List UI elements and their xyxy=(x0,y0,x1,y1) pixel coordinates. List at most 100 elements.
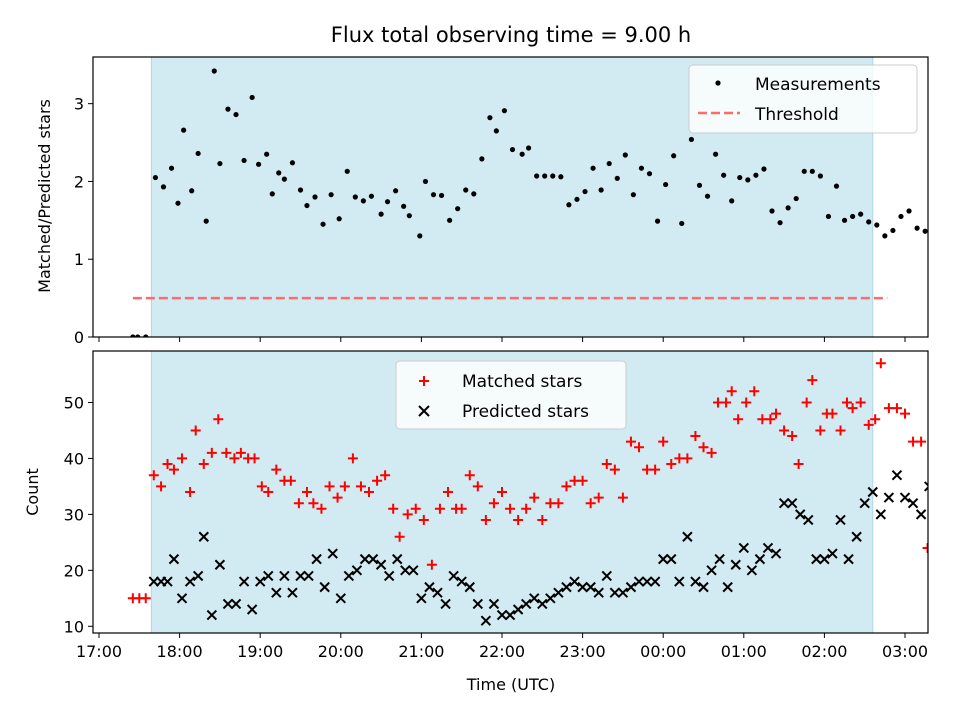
measurements-point xyxy=(841,217,848,223)
measurements-point xyxy=(438,192,445,199)
predicted-stars-point xyxy=(230,598,242,610)
measurements-point xyxy=(931,214,936,219)
matched-stars-point xyxy=(434,503,445,514)
predicted-stars-point xyxy=(625,581,637,593)
matched-stars-point xyxy=(332,492,343,503)
y-tick-label: 20 xyxy=(64,561,84,580)
measurements-point xyxy=(336,216,342,222)
measurements-point xyxy=(721,172,727,178)
y-tick-label: 3 xyxy=(74,95,84,114)
measurements-point xyxy=(793,195,799,202)
matched-stars-point xyxy=(372,475,383,486)
measurements-point xyxy=(360,198,366,204)
measurements-point xyxy=(384,199,391,205)
measurements-point xyxy=(688,136,695,143)
predicted-stars-point xyxy=(722,581,733,593)
measurements-point xyxy=(519,151,525,157)
matched-stars-point xyxy=(213,414,224,425)
matched-stars-point xyxy=(456,503,467,514)
measurements-point xyxy=(276,170,282,176)
predicted-stars-point xyxy=(657,553,669,565)
measurements-point xyxy=(646,171,653,177)
predicted-stars-point xyxy=(883,492,895,503)
matched-stars-point xyxy=(256,481,267,492)
measurements-point xyxy=(189,188,195,194)
matched-stars-point xyxy=(263,487,274,497)
predicted-stars-point xyxy=(561,581,572,593)
predicted-stars-point xyxy=(472,598,484,610)
predicted-stars-point xyxy=(351,565,363,576)
predicted-stars-point xyxy=(933,471,942,480)
predicted-stars-point xyxy=(537,598,548,610)
measurements-point xyxy=(463,187,469,193)
measurements-point xyxy=(850,213,856,220)
measurements-point xyxy=(320,221,326,227)
measurements-point xyxy=(858,211,864,217)
matched-stars-point xyxy=(140,593,151,604)
measurements-point xyxy=(663,181,669,188)
matched-stars-point xyxy=(426,559,437,570)
x-axis-label: Time (UTC) xyxy=(466,675,555,694)
predicted-stars-point xyxy=(198,531,209,542)
measurements-point xyxy=(582,188,588,195)
measurements-point xyxy=(558,174,564,180)
predicted-stars-point xyxy=(222,598,234,610)
legend: Matched stars Predicted stars xyxy=(395,360,627,430)
matched-stars-point xyxy=(835,425,846,436)
matched-stars-point xyxy=(749,386,760,397)
measurements-point xyxy=(406,213,412,219)
matched-stars-point xyxy=(900,408,910,419)
series-group xyxy=(127,358,950,626)
measurements-point xyxy=(417,233,423,239)
matched-stars-point xyxy=(394,531,405,542)
measurements-point xyxy=(233,111,239,118)
predicted-stars-point xyxy=(359,553,371,565)
predicted-stars-point xyxy=(714,553,725,565)
measurements-point xyxy=(281,176,287,182)
predicted-stars-point xyxy=(520,598,532,610)
measurements-point xyxy=(168,165,175,171)
matched-stars-point xyxy=(706,447,717,458)
matched-stars-point xyxy=(793,459,804,470)
measurements-point xyxy=(487,115,493,121)
matched-stars-point xyxy=(285,475,296,486)
measurements-point xyxy=(130,334,136,337)
matched-stars-point xyxy=(388,503,399,514)
predicted-stars-point xyxy=(762,542,774,554)
predicted-stars-point xyxy=(746,565,758,576)
predicted-stars-point xyxy=(786,497,798,509)
y-tick-label: 2 xyxy=(74,172,84,191)
measurements-point xyxy=(825,213,832,220)
matched-stars-point xyxy=(801,397,812,408)
matched-stars-point xyxy=(891,403,902,414)
matched-stars-point xyxy=(488,498,499,509)
measurements-point xyxy=(304,202,310,209)
measurements-point xyxy=(152,174,159,181)
matched-stars-point xyxy=(355,481,366,492)
measurements-point xyxy=(175,200,181,206)
predicted-stars-point xyxy=(875,509,887,520)
measurements-point xyxy=(211,68,217,74)
predicted-stars-point xyxy=(246,604,258,615)
measurements-point xyxy=(249,94,255,101)
predicted-stars-point xyxy=(303,570,314,582)
predicted-stars-point xyxy=(496,609,508,621)
predicted-stars-point xyxy=(682,531,693,542)
matched-stars-point xyxy=(863,419,874,430)
legend-threshold-label: Threshold xyxy=(754,105,839,125)
matched-stars-point xyxy=(206,447,217,458)
matched-stars-point xyxy=(553,498,564,509)
measurements-point xyxy=(509,146,516,153)
measurements-point xyxy=(393,188,399,194)
measurements-point xyxy=(622,152,628,158)
predicted-stars-point xyxy=(601,570,612,582)
predicted-stars-point xyxy=(941,510,950,519)
matched-stars-point xyxy=(609,464,620,475)
matched-stars-point xyxy=(726,386,737,397)
predicted-stars-point xyxy=(162,576,173,587)
measurements-point xyxy=(598,187,604,193)
bottom-panel: 10 20 30 40 50 17:00 18:00 19:00 20:00 21:00 22:00… xyxy=(23,350,950,694)
measurements-point xyxy=(914,225,920,231)
x-tick-label: 22:00 xyxy=(479,642,525,661)
